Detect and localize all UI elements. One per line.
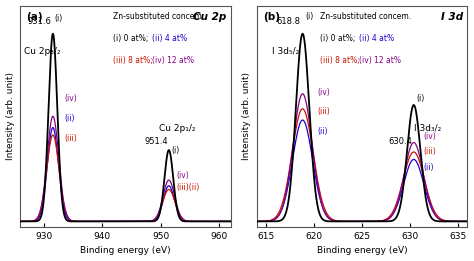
Text: Cu 2p: Cu 2p	[193, 12, 227, 22]
Text: 951.4: 951.4	[144, 137, 168, 146]
Text: (iv) 12 at%: (iv) 12 at%	[359, 56, 401, 66]
Text: (iii) 8 at%;: (iii) 8 at%;	[320, 56, 365, 66]
Text: (ii): (ii)	[64, 114, 75, 123]
Text: (iv) 12 at%: (iv) 12 at%	[152, 56, 194, 66]
Text: (i): (i)	[55, 14, 63, 23]
Text: (iv): (iv)	[176, 170, 189, 180]
X-axis label: Binding energy (eV): Binding energy (eV)	[80, 246, 171, 256]
Text: Zn-substituted concem.: Zn-substituted concem.	[320, 12, 411, 21]
Text: (i) 0 at%;: (i) 0 at%;	[113, 34, 153, 43]
Y-axis label: Intensity (arb. unit): Intensity (arb. unit)	[242, 72, 251, 160]
Text: Zn-substituted concem.: Zn-substituted concem.	[113, 12, 204, 21]
Text: (iii)(ii): (iii)(ii)	[176, 183, 199, 192]
Text: (a): (a)	[27, 12, 43, 22]
Text: (iii): (iii)	[423, 147, 436, 156]
Text: (iv): (iv)	[64, 94, 77, 103]
Text: 931.6: 931.6	[28, 17, 52, 26]
Text: (iii): (iii)	[64, 134, 77, 143]
Text: I 3d₅/₂: I 3d₅/₂	[272, 47, 299, 56]
Text: (iii): (iii)	[317, 108, 330, 116]
Text: (i) 0 at%;: (i) 0 at%;	[320, 34, 360, 43]
Text: (iv): (iv)	[317, 87, 330, 97]
Text: (ii): (ii)	[423, 163, 434, 172]
Text: (iv): (iv)	[423, 132, 436, 141]
Text: 630.4: 630.4	[388, 137, 412, 146]
Text: (ii) 4 at%: (ii) 4 at%	[152, 34, 187, 43]
Y-axis label: Intensity (arb. unit): Intensity (arb. unit)	[6, 72, 15, 160]
Text: (i): (i)	[171, 146, 180, 155]
Text: (ii): (ii)	[317, 127, 328, 136]
Text: I 3d: I 3d	[441, 12, 463, 22]
Text: (i): (i)	[416, 94, 424, 103]
Text: (b): (b)	[263, 12, 280, 22]
Text: (ii) 4 at%: (ii) 4 at%	[359, 34, 394, 43]
Text: Cu 2p₁/₂: Cu 2p₁/₂	[159, 124, 196, 133]
Text: (iii) 8 at%;: (iii) 8 at%;	[113, 56, 157, 66]
Text: I 3d₃/₂: I 3d₃/₂	[414, 124, 442, 133]
X-axis label: Binding energy (eV): Binding energy (eV)	[317, 246, 407, 256]
Text: (i): (i)	[305, 12, 314, 21]
Text: 618.8: 618.8	[277, 17, 301, 26]
Text: Cu 2p₃/₂: Cu 2p₃/₂	[24, 47, 61, 56]
